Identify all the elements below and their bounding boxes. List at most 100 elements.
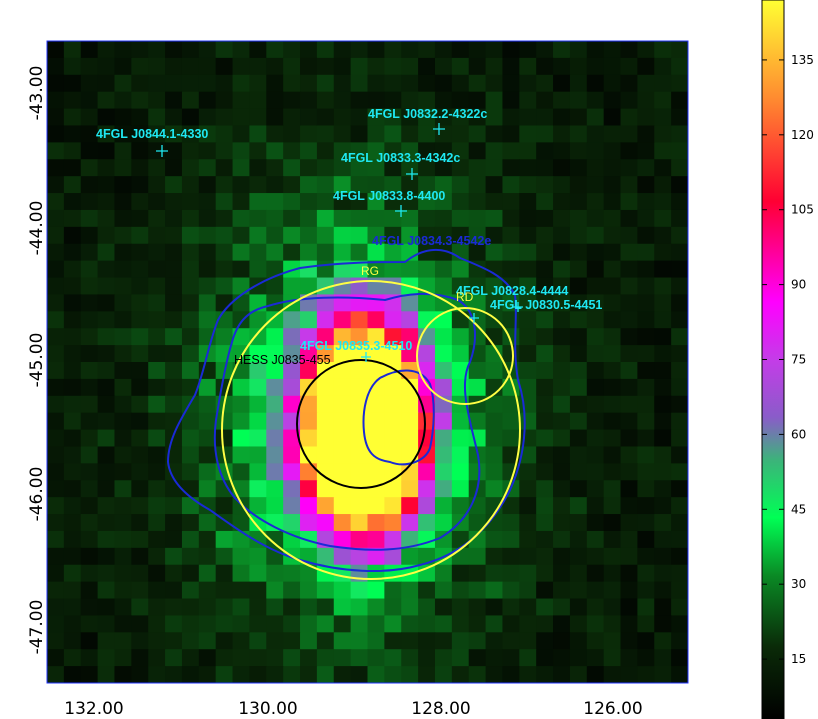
map-pixel <box>165 159 183 177</box>
map-pixel <box>637 243 655 262</box>
map-pixel <box>401 514 419 532</box>
map-pixel <box>485 176 504 194</box>
map-pixel <box>215 480 234 498</box>
map-pixel <box>333 530 352 549</box>
map-pixel <box>384 514 402 532</box>
map-pixel <box>451 91 470 110</box>
map-pixel <box>569 142 588 160</box>
map-pixel <box>97 345 116 363</box>
map-pixel <box>384 480 402 498</box>
map-pixel <box>249 362 267 380</box>
map-pixel <box>148 480 166 498</box>
map-pixel <box>502 615 520 633</box>
map-pixel <box>300 463 318 481</box>
map-pixel <box>637 395 655 414</box>
map-pixel <box>266 581 284 600</box>
map-pixel <box>165 226 183 245</box>
map-pixel <box>451 412 470 431</box>
map-pixel <box>97 378 116 397</box>
map-pixel <box>620 91 638 110</box>
map-pixel <box>569 311 588 329</box>
map-pixel <box>148 176 166 194</box>
marker-j0828 <box>469 313 479 323</box>
map-pixel <box>654 91 672 110</box>
map-pixel <box>266 362 284 380</box>
map-pixel <box>266 226 284 245</box>
map-pixel <box>333 649 352 667</box>
map-pixel <box>485 429 504 448</box>
map-pixel <box>519 260 537 279</box>
map-pixel <box>350 209 369 228</box>
map-pixel <box>97 564 116 583</box>
map-pixel <box>181 91 200 110</box>
map-pixel <box>80 480 99 498</box>
map-pixel <box>300 74 318 93</box>
map-pixel <box>114 581 132 600</box>
map-pixel <box>384 57 402 76</box>
map-pixel <box>181 57 200 76</box>
map-pixel <box>485 666 504 683</box>
map-pixel <box>603 328 622 346</box>
map-pixel <box>148 547 166 566</box>
y-axis: -43.00 -44.00 -45.00 -46.00 -47.00 <box>27 66 47 655</box>
map-pixel <box>350 530 369 549</box>
map-pixel <box>434 277 453 296</box>
map-pixel <box>637 159 655 177</box>
map-pixel <box>198 159 217 177</box>
map-pixel <box>603 226 622 245</box>
map-pixel <box>671 463 688 481</box>
map-pixel <box>333 581 352 600</box>
map-pixel <box>300 497 318 515</box>
map-pixel <box>47 598 65 617</box>
map-pixel <box>620 666 638 683</box>
map-pixel <box>536 159 554 177</box>
map-pixel <box>418 209 436 228</box>
map-pixel <box>131 615 149 633</box>
map-pixel <box>553 446 571 464</box>
map-pixel <box>536 564 554 583</box>
map-pixel <box>536 142 554 160</box>
map-pixel <box>519 463 537 481</box>
map-pixel <box>80 378 99 397</box>
map-pixel <box>502 311 520 329</box>
map-pixel <box>637 193 655 211</box>
map-pixel <box>401 209 419 228</box>
map-pixel <box>367 666 385 683</box>
map-pixel <box>519 446 537 464</box>
map-pixel <box>165 311 183 329</box>
map-pixel <box>620 615 638 633</box>
map-pixel <box>401 632 419 650</box>
map-pixel <box>468 125 487 143</box>
map-pixel <box>148 328 166 346</box>
map-pixel <box>316 176 335 194</box>
map-pixel <box>148 345 166 363</box>
map-pixel <box>316 142 335 160</box>
map-pixel <box>114 446 132 464</box>
map-pixel <box>63 480 82 498</box>
map-pixel <box>553 666 571 683</box>
map-pixel <box>215 209 234 228</box>
map-pixel <box>114 226 132 245</box>
map-pixel <box>451 530 470 549</box>
map-pixel <box>654 362 672 380</box>
label-j0844: 4FGL J0844.1-4330 <box>96 127 208 141</box>
map-pixel <box>468 649 487 667</box>
map-pixel <box>603 193 622 211</box>
map-pixel <box>148 463 166 481</box>
map-pixel <box>63 57 82 76</box>
map-pixel <box>434 564 453 583</box>
map-pixel <box>333 91 352 110</box>
map-pixel <box>603 564 622 583</box>
map-pixel <box>283 395 301 414</box>
map-pixel <box>198 193 217 211</box>
map-pixel <box>350 311 369 329</box>
map-pixel <box>434 41 453 59</box>
map-pixel <box>198 209 217 228</box>
map-pixel <box>485 547 504 566</box>
map-pixel <box>451 260 470 279</box>
map-pixel <box>569 581 588 600</box>
contour-middle <box>213 292 481 551</box>
map-pixel <box>502 74 520 93</box>
map-pixel <box>215 598 234 617</box>
map-pixel <box>300 395 318 414</box>
